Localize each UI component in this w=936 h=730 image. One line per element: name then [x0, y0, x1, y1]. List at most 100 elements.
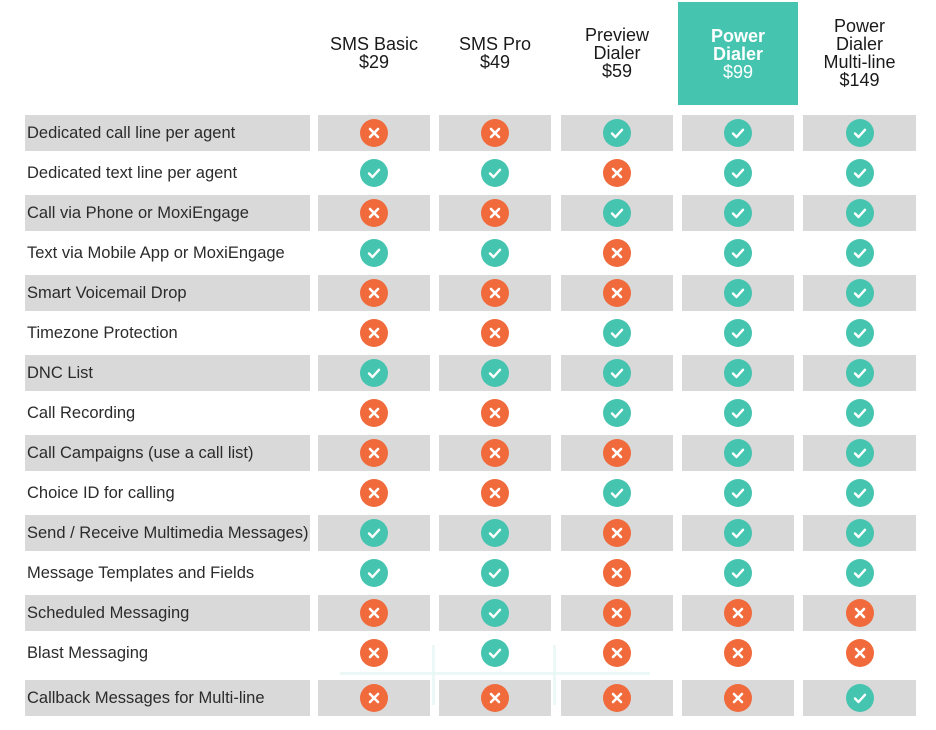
- check-icon: [724, 199, 752, 227]
- cross-icon: [603, 559, 631, 587]
- check-icon: [845, 559, 874, 587]
- cross-icon: [360, 199, 388, 227]
- feature-label: Choice ID for calling: [27, 483, 175, 502]
- check-icon: [481, 559, 509, 587]
- plan-header-2: Preview Dialer $59: [557, 0, 677, 105]
- feature-label: Timezone Protection: [27, 323, 178, 342]
- check-icon: [724, 479, 752, 507]
- check-icon: [845, 319, 874, 347]
- cross-icon: [360, 439, 388, 467]
- cross-icon: [360, 479, 388, 507]
- feature-row: Text via Mobile App or MoxiEngage: [0, 233, 936, 273]
- check-icon: [603, 359, 631, 387]
- feature-label: Call via Phone or MoxiEngage: [27, 203, 249, 222]
- feature-label-cell: [25, 595, 310, 631]
- feature-row: Choice ID for calling: [0, 473, 936, 513]
- cross-icon: [603, 639, 631, 667]
- check-icon: [360, 359, 388, 387]
- plan-price: $59: [601, 60, 633, 81]
- feature-row: DNC List: [0, 353, 936, 393]
- cross-icon: [603, 279, 631, 307]
- check-icon: [845, 199, 874, 227]
- feature-label: Smart Voicemail Drop: [27, 283, 187, 302]
- cross-icon: [603, 239, 631, 267]
- cross-icon: [481, 119, 509, 147]
- background-artifact: [340, 672, 650, 675]
- check-icon: [845, 439, 874, 467]
- plan-header-0: SMS Basic $29: [314, 0, 434, 105]
- feature-label-cell: [25, 515, 310, 551]
- check-icon: [724, 239, 752, 267]
- cross-icon: [724, 639, 752, 667]
- check-icon: [724, 439, 752, 467]
- check-icon: [360, 159, 388, 187]
- check-icon: [481, 519, 509, 547]
- check-icon: [845, 239, 874, 267]
- check-icon: [845, 684, 874, 712]
- cross-icon: [481, 439, 509, 467]
- check-icon: [724, 399, 752, 427]
- cross-icon: [360, 399, 388, 427]
- plan-name: Power Dialer: [710, 25, 766, 64]
- cross-icon: [360, 279, 388, 307]
- cross-icon: [360, 319, 388, 347]
- plan-header-3: Power Dialer $99: [678, 2, 798, 105]
- feature-label: Message Templates and Fields: [27, 563, 255, 582]
- feature-label: Send / Receive Multimedia Messages): [27, 523, 309, 542]
- feature-row: Scheduled Messaging: [0, 593, 936, 633]
- cross-icon: [724, 684, 752, 712]
- feature-row: Dedicated call line per agent: [0, 113, 936, 153]
- feature-row: Dedicated text line per agent: [0, 153, 936, 193]
- check-icon: [603, 199, 631, 227]
- check-icon: [724, 559, 752, 587]
- feature-label: Dedicated text line per agent: [27, 163, 238, 182]
- background-artifact: [432, 645, 435, 705]
- feature-row: Send / Receive Multimedia Messages): [0, 513, 936, 553]
- check-icon: [724, 159, 752, 187]
- check-icon: [724, 519, 752, 547]
- check-icon: [481, 239, 509, 267]
- cross-icon: [481, 319, 509, 347]
- feature-label-cell: [25, 275, 310, 311]
- check-icon: [481, 159, 509, 187]
- check-icon: [603, 479, 631, 507]
- cross-icon: [603, 599, 631, 627]
- feature-label-cell: [25, 195, 310, 231]
- cross-icon: [481, 279, 509, 307]
- cross-icon: [481, 199, 509, 227]
- check-icon: [845, 159, 874, 187]
- check-icon: [481, 359, 509, 387]
- feature-label: Text via Mobile App or MoxiEngage: [27, 243, 285, 262]
- plan-header-4: Power Dialer Multi-line $149: [799, 0, 920, 105]
- check-icon: [845, 359, 874, 387]
- feature-label: Scheduled Messaging: [27, 603, 190, 622]
- feature-label-cell: [25, 680, 310, 716]
- check-icon: [724, 319, 752, 347]
- check-icon: [603, 319, 631, 347]
- feature-row: Call Recording: [0, 393, 936, 433]
- feature-label-cell: [25, 115, 310, 151]
- cross-icon: [481, 684, 509, 712]
- feature-label: Blast Messaging: [27, 643, 149, 662]
- feature-label: Dedicated call line per agent: [27, 123, 236, 142]
- feature-row: Message Templates and Fields: [0, 553, 936, 593]
- feature-row: Smart Voicemail Drop: [0, 273, 936, 313]
- cross-icon: [360, 119, 388, 147]
- feature-row: Timezone Protection: [0, 313, 936, 353]
- background-artifact: [553, 645, 556, 705]
- check-icon: [845, 519, 874, 547]
- check-icon: [481, 599, 509, 627]
- cross-icon: [360, 684, 388, 712]
- check-icon: [845, 479, 874, 507]
- cross-icon: [603, 684, 631, 712]
- feature-label: DNC List: [27, 363, 94, 382]
- plan-name: SMS Pro: [458, 33, 532, 54]
- feature-label: Call Campaigns (use a call list): [27, 443, 254, 462]
- cross-icon: [845, 599, 874, 627]
- feature-label-cell: [25, 435, 310, 471]
- check-icon: [724, 119, 752, 147]
- check-icon: [360, 239, 388, 267]
- check-icon: [845, 279, 874, 307]
- cross-icon: [603, 519, 631, 547]
- cross-icon: [481, 479, 509, 507]
